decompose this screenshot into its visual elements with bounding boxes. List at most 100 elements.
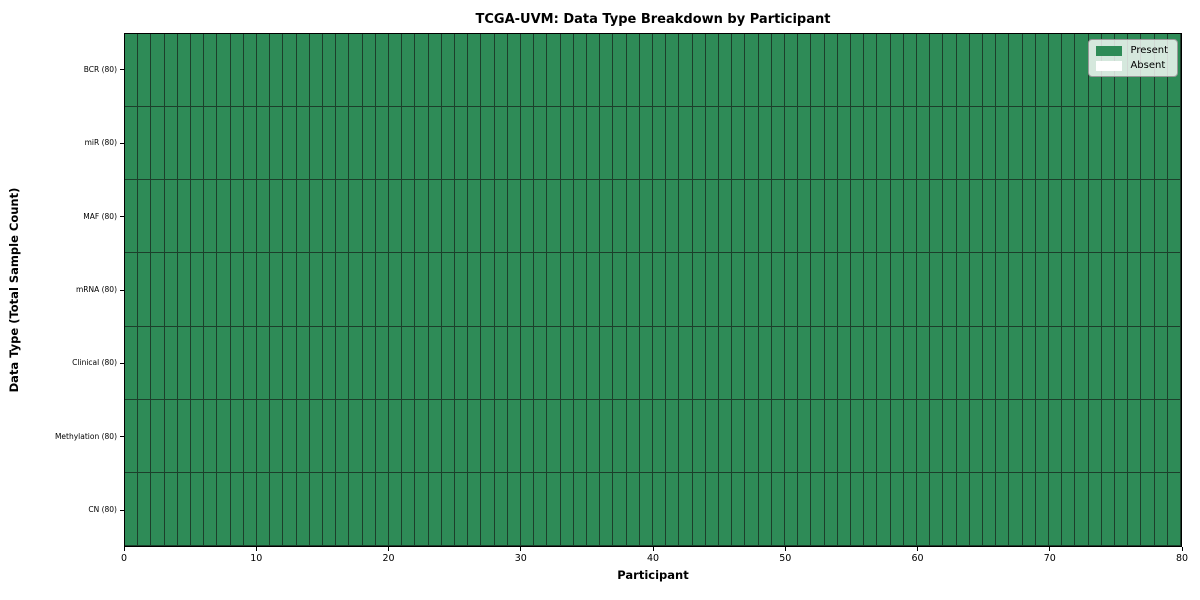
matrix-cell <box>309 34 323 108</box>
matrix-cell <box>586 472 601 546</box>
matrix-cell <box>916 326 931 400</box>
matrix-cell <box>1035 253 1049 327</box>
matrix-cell <box>375 107 389 181</box>
matrix-cell <box>283 180 297 254</box>
x-axis-tick <box>652 547 654 551</box>
matrix-cell <box>204 180 218 254</box>
matrix-cell <box>679 472 693 546</box>
matrix-cell <box>230 326 244 400</box>
matrix-cell <box>177 399 191 473</box>
matrix-cell <box>639 253 653 327</box>
y-tick-label: Clinical (80) <box>72 358 117 368</box>
matrix-cell <box>586 326 601 400</box>
matrix-cell <box>718 34 733 108</box>
matrix-cell <box>956 326 970 400</box>
matrix-cell <box>520 34 535 108</box>
matrix-cell <box>1062 399 1076 473</box>
matrix-cell <box>151 34 165 108</box>
matrix-cell <box>1114 326 1129 400</box>
matrix-cell <box>270 253 284 327</box>
matrix-cell <box>850 34 865 108</box>
matrix-cell <box>1088 253 1102 327</box>
matrix-cell <box>349 326 363 400</box>
matrix-cell <box>415 399 429 473</box>
matrix-cell <box>916 107 931 181</box>
matrix-cell <box>204 107 218 181</box>
matrix-cell <box>798 326 812 400</box>
matrix-cell <box>758 34 772 108</box>
matrix-cell <box>1154 326 1168 400</box>
matrix-cell <box>283 472 297 546</box>
x-tick-label: 40 <box>646 553 660 564</box>
x-tick-label: 80 <box>1175 553 1189 564</box>
matrix-cell <box>758 253 772 327</box>
matrix-cell <box>402 253 416 327</box>
legend: Present Absent <box>1088 39 1178 77</box>
matrix-cell <box>322 180 337 254</box>
matrix-cell <box>824 253 838 327</box>
matrix-cell <box>1035 326 1049 400</box>
matrix-cell <box>1088 472 1102 546</box>
matrix-cell <box>784 399 799 473</box>
matrix-cell <box>138 472 152 546</box>
matrix-cell <box>652 399 667 473</box>
matrix-cell <box>256 326 271 400</box>
matrix-cell <box>850 399 865 473</box>
matrix-cell <box>256 253 271 327</box>
matrix-cell <box>547 34 561 108</box>
matrix-cell <box>190 180 205 254</box>
matrix-cell <box>877 253 891 327</box>
matrix-cell <box>296 34 310 108</box>
matrix-cell <box>270 399 284 473</box>
matrix-cell <box>283 34 297 108</box>
matrix-cell <box>626 107 640 181</box>
y-tick-label: mRNA (80) <box>75 285 117 294</box>
matrix-cell <box>441 253 455 327</box>
matrix-cell <box>164 326 178 400</box>
matrix-cell <box>164 107 178 181</box>
matrix-cell <box>784 180 799 254</box>
matrix-cell <box>520 107 535 181</box>
matrix-cell <box>481 180 495 254</box>
matrix-cell <box>1009 253 1023 327</box>
matrix-cell <box>230 180 244 254</box>
matrix-cell <box>586 34 601 108</box>
matrix-cell <box>547 472 561 546</box>
matrix-cell <box>771 326 785 400</box>
matrix-cell <box>890 107 904 181</box>
matrix-cell <box>177 253 191 327</box>
matrix-cell <box>916 472 931 546</box>
matrix-cell <box>441 472 455 546</box>
matrix-cell <box>943 180 957 254</box>
matrix-cell <box>204 472 218 546</box>
matrix-cell <box>270 326 284 400</box>
matrix-cell <box>349 34 363 108</box>
matrix-cell <box>718 399 733 473</box>
matrix-cell <box>441 326 455 400</box>
matrix-cell <box>1048 472 1063 546</box>
matrix-cell <box>428 326 442 400</box>
matrix-cell <box>1141 180 1155 254</box>
x-axis-tick <box>1181 547 1183 551</box>
matrix-cell <box>930 34 944 108</box>
matrix-cell <box>666 326 680 400</box>
matrix-cell <box>388 253 403 327</box>
matrix-cell <box>322 253 337 327</box>
matrix-cell <box>692 326 706 400</box>
x-axis-tick <box>784 547 786 551</box>
matrix-cell <box>283 107 297 181</box>
matrix-cell <box>217 253 231 327</box>
matrix-cell <box>1167 107 1181 181</box>
matrix-cell <box>375 472 389 546</box>
matrix-cell <box>586 107 601 181</box>
matrix-cell <box>190 34 205 108</box>
matrix-cell <box>507 34 521 108</box>
matrix-cell <box>177 326 191 400</box>
matrix-cell <box>864 326 878 400</box>
matrix-cell <box>996 107 1010 181</box>
matrix-cell <box>507 253 521 327</box>
matrix-cell <box>639 472 653 546</box>
matrix-cell <box>481 326 495 400</box>
matrix-cell <box>494 472 508 546</box>
matrix-cell <box>652 326 667 400</box>
